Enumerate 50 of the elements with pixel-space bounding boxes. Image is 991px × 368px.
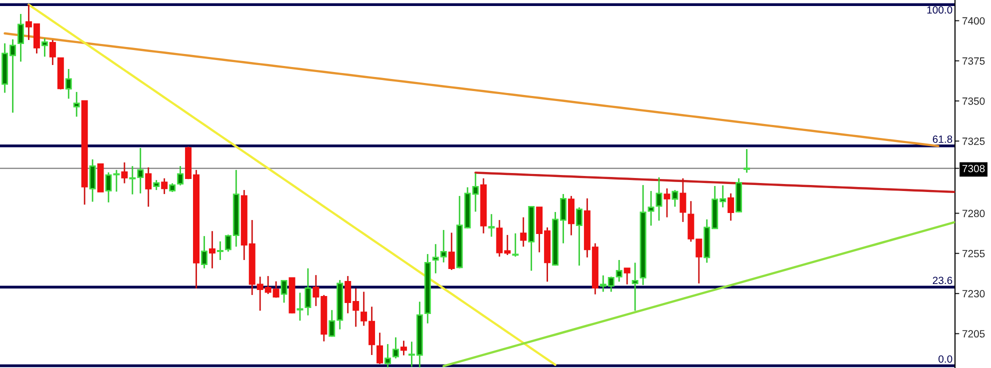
candlestick: [328, 309, 336, 338]
candlestick: [65, 68, 72, 100]
candlestick: [376, 332, 384, 365]
candlestick: [296, 292, 304, 322]
y-tick-label: 7350: [962, 97, 985, 105]
annotation: 0.0: [938, 355, 952, 363]
candlestick: [280, 280, 288, 304]
y-tick-label: 7375: [962, 57, 985, 65]
candlestick: [41, 38, 48, 58]
y-tick-label: 7400: [962, 17, 985, 25]
candlestick: [208, 230, 216, 270]
candlestick: [200, 235, 208, 270]
candlestick: [448, 232, 455, 271]
line-series: [442, 221, 955, 368]
y-tick-label: 7308: [962, 164, 985, 172]
annotation: 61.8: [932, 135, 952, 143]
candlestick: [632, 262, 638, 312]
candlestick: [73, 91, 80, 118]
candlestick: [512, 232, 519, 258]
candlestick: [576, 206, 582, 266]
candlestick: [17, 13, 24, 62]
line-series: [474, 172, 955, 194]
y-tick-label: 7255: [962, 250, 985, 258]
candlestick: [624, 268, 630, 286]
annotation: 100.0: [927, 6, 952, 14]
candlestick: [672, 189, 678, 208]
candlestick: [161, 178, 168, 195]
y-tick-label: 7230: [962, 290, 985, 298]
candlestick: [145, 166, 152, 208]
candlestick: [121, 162, 128, 184]
candlestick: [392, 336, 399, 360]
annotation: 23.6: [932, 276, 952, 284]
line-series: [28, 4, 556, 366]
candlestick: [177, 165, 184, 186]
y-tick-label: 7205: [962, 330, 985, 338]
candlestick: [304, 268, 312, 316]
candlestick: [664, 188, 670, 218]
candlestick: [384, 343, 391, 368]
y-tick-label: 7325: [962, 138, 985, 145]
candlestick: [89, 158, 96, 202]
candlestick: [744, 148, 750, 174]
candlestick: [400, 340, 407, 356]
candlestick: [216, 240, 224, 261]
candlestick: [488, 213, 495, 238]
candlestick: [49, 39, 56, 66]
candlestick: [520, 216, 527, 248]
candlestick: [153, 179, 160, 191]
y-tick-label: 7280: [962, 210, 985, 218]
candlestick: [728, 192, 734, 222]
candlestick: [680, 178, 686, 223]
